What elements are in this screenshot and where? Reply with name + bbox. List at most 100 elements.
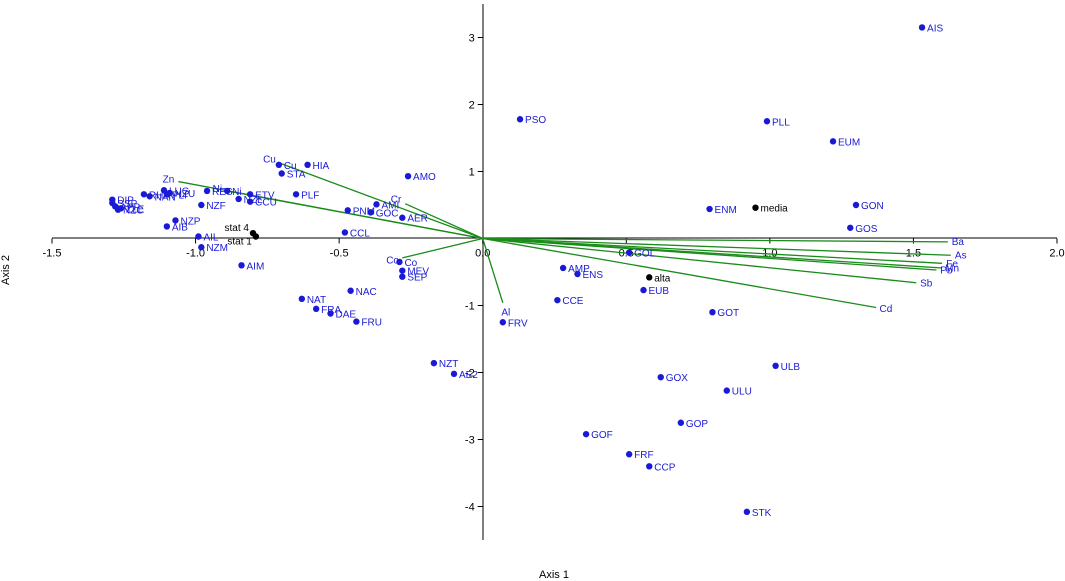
sample-point	[344, 207, 351, 214]
sample-point-label: CCP	[654, 462, 675, 473]
sample-point	[163, 191, 171, 198]
sample-point-label: FRU	[361, 318, 382, 329]
sample-point-label: SSP	[117, 199, 137, 210]
sample-point-label: AIS	[927, 23, 943, 34]
vector-label: Cu	[263, 154, 276, 165]
supplementary-point	[646, 274, 653, 281]
supplementary-point	[252, 233, 260, 240]
sample-point	[163, 223, 171, 230]
loading-vector-pb	[482, 237, 937, 271]
sample-point	[706, 205, 713, 213]
sample-point	[373, 201, 380, 208]
sample-point-label: GOX	[666, 373, 689, 384]
loading-vector-cr	[404, 203, 483, 240]
sample-point-label: PLL	[772, 117, 790, 128]
sample-point-label: AER	[407, 214, 428, 225]
sample-point-label: STA	[287, 170, 306, 181]
sample-point-label: AMI	[381, 200, 399, 211]
supplementary-point	[752, 204, 759, 211]
sample-point-label: PLI	[172, 190, 187, 201]
sample-point	[399, 273, 406, 280]
vector-label: Fe	[946, 259, 958, 270]
x-tick-label: -1.5	[43, 248, 62, 260]
sample-point-label: NAC	[356, 287, 377, 298]
sample-point	[304, 161, 311, 168]
sample-point	[430, 359, 438, 367]
supplementary-point-label: media	[761, 204, 789, 215]
sample-point-label: FRF	[634, 450, 653, 461]
sample-point-label: NAT	[307, 295, 326, 306]
sample-point-label: APP	[120, 202, 140, 213]
sample-point-label: Cu	[284, 161, 297, 172]
sample-point-label: GON	[861, 201, 884, 212]
vector-label: Cr	[391, 195, 402, 206]
loading-vector-as	[482, 237, 951, 256]
vector-label: As	[955, 251, 967, 262]
loading-vector-cd	[482, 237, 877, 309]
sample-point-label: HIA	[313, 161, 330, 172]
y-tick-label: 2	[469, 100, 475, 112]
sample-point	[450, 370, 458, 378]
loading-vector-ba	[482, 237, 948, 243]
vector-label: Cd	[880, 304, 893, 315]
sample-point-label: CCL	[350, 228, 370, 239]
sample-point	[238, 262, 245, 269]
sample-point	[341, 229, 349, 236]
vector-label: Ni	[213, 184, 222, 195]
y-tick-label: 1	[469, 167, 475, 179]
sample-point	[677, 419, 685, 426]
sample-point	[723, 387, 730, 394]
sample-point	[709, 309, 716, 316]
loading-vector-sb	[482, 237, 917, 284]
supplementary-points: media alta stat 4 stat 1	[225, 204, 789, 285]
sample-point	[312, 305, 320, 313]
sample-point	[640, 286, 647, 294]
sample-point-label: RHA	[149, 190, 170, 201]
sample-point-label: GOL	[634, 249, 656, 260]
sample-point-label: AE2	[459, 370, 478, 381]
sample-point	[195, 233, 202, 240]
sample-point-label: PNM	[353, 206, 375, 217]
sample-point	[246, 191, 254, 198]
x-tick-label: -1.0	[186, 248, 205, 260]
sample-point	[353, 318, 360, 325]
sample-point-label: GOC	[376, 208, 399, 219]
sample-point-label: DIP	[117, 196, 134, 207]
axes	[52, 4, 1057, 540]
sample-point	[246, 198, 254, 205]
vector-label: Sb	[920, 279, 933, 290]
sample-point-label: FRV	[508, 318, 528, 329]
sample-point	[847, 224, 854, 231]
sample-point	[574, 270, 581, 278]
sample-point	[347, 287, 354, 294]
y-axis-title: Axis 2	[0, 255, 12, 285]
sample-point	[117, 205, 125, 212]
loading-vector-fe	[482, 237, 943, 264]
sample-point-label: GOF	[591, 430, 613, 441]
sample-point	[203, 187, 211, 195]
sample-point	[646, 463, 653, 470]
sample-point-label: CCU	[255, 198, 277, 209]
sample-point	[516, 116, 524, 123]
sample-point-label: DAE	[336, 310, 357, 321]
sample-point	[763, 118, 771, 125]
sample-point	[146, 193, 153, 200]
vector-label: Co	[386, 255, 399, 266]
supplementary-point-label: stat 4	[225, 223, 250, 234]
sample-point-label: ZLE	[126, 204, 145, 215]
sample-point	[275, 161, 283, 168]
sample-point-label: AIM	[247, 261, 265, 272]
vector-label: Al	[501, 307, 510, 318]
y-tick-label: -2	[465, 368, 475, 380]
sample-point	[625, 451, 633, 458]
sample-point	[223, 187, 231, 195]
sample-point	[172, 217, 179, 224]
sample-point	[852, 201, 860, 209]
sample-point-label: LUG	[169, 186, 190, 197]
sample-point	[198, 244, 205, 251]
sample-point-label: NZT	[439, 359, 458, 370]
sample-point-label: ETV	[255, 190, 275, 201]
sample-point-label: NZL	[244, 195, 263, 206]
